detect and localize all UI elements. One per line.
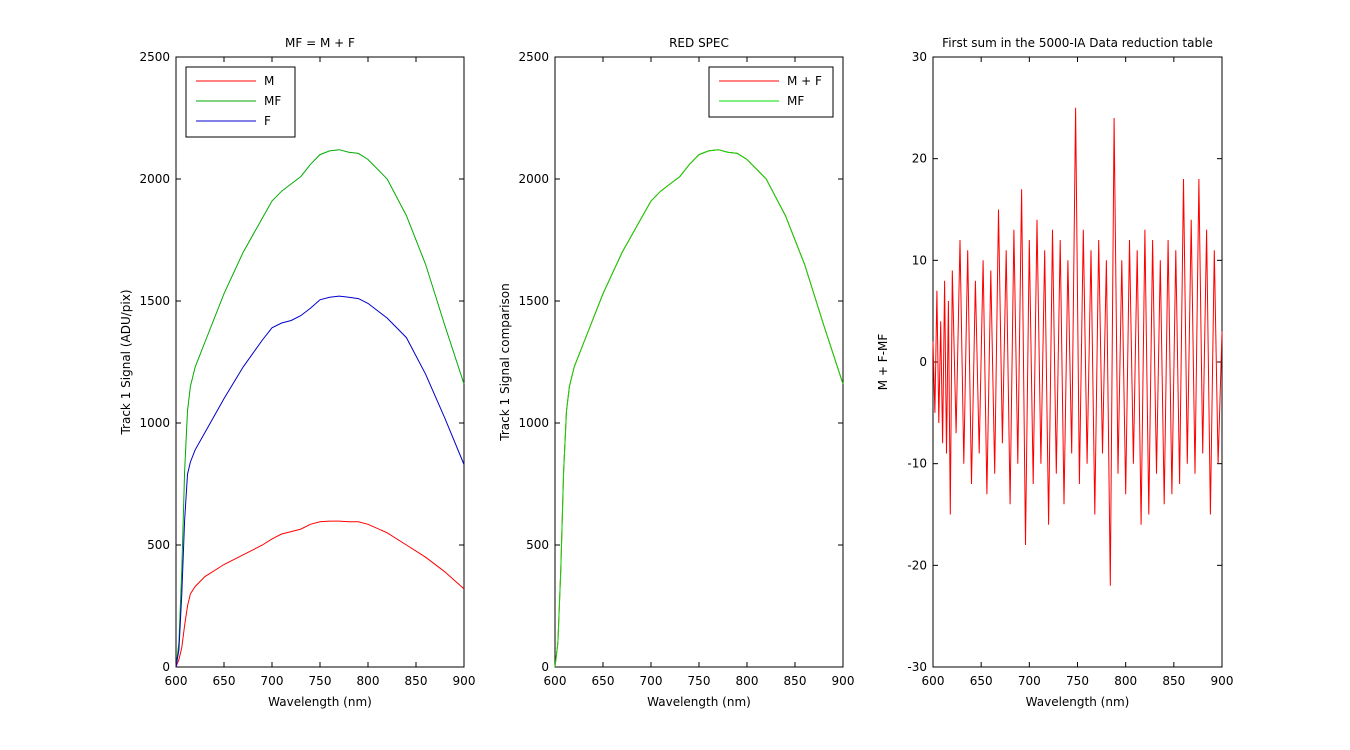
y-tick-label: 0: [541, 660, 549, 674]
y-tick-label: 2000: [139, 172, 170, 186]
x-tick-label: 600: [544, 674, 567, 688]
x-tick-label: 700: [261, 674, 284, 688]
chart-panel-right: 600 650 700 750 800 850 900 -30 -20 -10 0 10 20 30 Fir…: [876, 36, 1233, 709]
plot-area: [932, 56, 1223, 668]
y-tick-label: 10: [912, 253, 927, 267]
series-line-mf: [554, 149, 844, 668]
x-tick-label: 650: [970, 674, 993, 688]
chart-panel-middle: 600 650 700 750 800 850 900 0 500 1000 1500 2000 250…: [498, 36, 854, 709]
y-tick-label: 20: [912, 152, 927, 166]
x-axis-label: Wavelength (nm): [647, 695, 751, 709]
y-tick-label: 500: [147, 538, 170, 552]
series-line-mf: [175, 149, 465, 668]
x-tick-label: 750: [688, 674, 711, 688]
y-tick-label: 2000: [518, 172, 549, 186]
y-axis-label: Track 1 Signal (ADU/pix): [119, 289, 133, 435]
chart-title: RED SPEC: [669, 36, 729, 50]
x-tick-label: 800: [736, 674, 759, 688]
x-tick-label: 750: [1066, 674, 1089, 688]
y-tick-label: 0: [919, 355, 927, 369]
y-tick-label: 1000: [518, 416, 549, 430]
legend: M + F MF: [708, 66, 834, 118]
series-line-f: [175, 295, 465, 668]
x-tick-label: 800: [1114, 674, 1137, 688]
legend-entry: MF: [264, 94, 281, 108]
y-tick-label: 2500: [139, 50, 170, 64]
x-tick-label: 900: [832, 674, 855, 688]
x-tick-label: 900: [453, 674, 476, 688]
y-tick-label: 2500: [518, 50, 549, 64]
x-tick-label: 850: [784, 674, 807, 688]
y-tick-label: 30: [912, 50, 927, 64]
y-tick-label: 1500: [139, 294, 170, 308]
y-tick-label: -30: [907, 660, 927, 674]
chart-title: MF = M + F: [285, 36, 355, 50]
legend-entry: M + F: [787, 74, 822, 88]
y-axis-label: Track 1 Signal comparison: [498, 283, 512, 441]
x-axis-label: Wavelength (nm): [1026, 695, 1130, 709]
x-tick-label: 750: [309, 674, 332, 688]
x-tick-label: 600: [165, 674, 188, 688]
x-tick-label: 850: [1162, 674, 1185, 688]
y-tick-label: 1000: [139, 416, 170, 430]
y-tick-label: 1500: [518, 294, 549, 308]
legend-box: [708, 66, 834, 118]
legend: M MF F: [185, 66, 296, 138]
x-tick-label: 800: [357, 674, 380, 688]
series-line-m: [175, 520, 465, 668]
x-tick-label: 900: [1211, 674, 1234, 688]
plot-area: [554, 56, 844, 668]
x-axis-label: Wavelength (nm): [268, 695, 372, 709]
legend-entry: F: [264, 114, 271, 128]
plot-area: [175, 56, 465, 668]
y-axis-label: M + F-MF: [876, 334, 890, 391]
x-tick-label: 850: [405, 674, 428, 688]
legend-entry: M: [264, 74, 274, 88]
y-tick-label: 500: [526, 538, 549, 552]
y-tick-label: -10: [907, 457, 927, 471]
y-tick-label: -20: [907, 558, 927, 572]
x-tick-label: 650: [213, 674, 236, 688]
y-tick-label: 0: [162, 660, 170, 674]
x-tick-label: 700: [1018, 674, 1041, 688]
x-tick-label: 600: [922, 674, 945, 688]
x-tick-label: 650: [592, 674, 615, 688]
chart-panel-left: 600 650 700 750 800 850 900 0 500 1000 1500 2000 250…: [119, 36, 475, 709]
x-tick-label: 700: [640, 674, 663, 688]
series-line-0: [932, 107, 1223, 586]
chart-title: First sum in the 5000-IA Data reduction …: [942, 36, 1213, 50]
legend-box: [185, 66, 296, 138]
legend-entry: MF: [787, 94, 804, 108]
